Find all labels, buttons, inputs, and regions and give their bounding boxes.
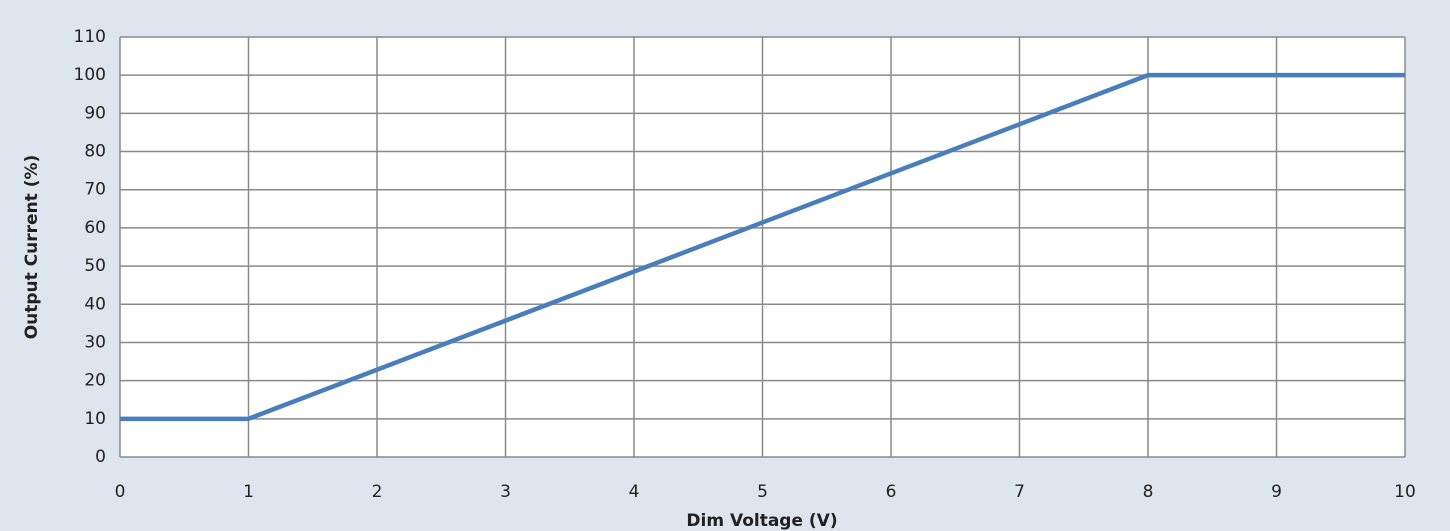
- y-tick-label: 50: [84, 256, 106, 276]
- x-tick-label: 10: [1394, 482, 1416, 502]
- y-tick-label: 40: [84, 294, 106, 314]
- y-tick-label: 70: [84, 180, 106, 200]
- x-tick-label: 5: [757, 482, 768, 502]
- y-axis-title: Output Current (%): [22, 155, 42, 340]
- x-tick-label: 0: [115, 482, 126, 502]
- y-tick-label: 30: [84, 332, 106, 352]
- y-tick-label: 0: [95, 447, 106, 467]
- x-tick-label: 2: [372, 482, 383, 502]
- x-tick-label: 9: [1271, 482, 1282, 502]
- y-tick-label: 80: [84, 142, 106, 162]
- y-tick-label: 100: [74, 65, 106, 85]
- x-tick-label: 6: [886, 482, 897, 502]
- x-tick-label: 7: [1014, 482, 1025, 502]
- data-line: [120, 72, 1405, 422]
- x-tick-label: 3: [500, 482, 511, 502]
- y-tick-label: 20: [84, 371, 106, 391]
- x-axis-title: Dim Voltage (V): [686, 511, 837, 531]
- x-tick-label: 8: [1143, 482, 1154, 502]
- x-tick-label: 4: [629, 482, 640, 502]
- y-tick-label: 110: [74, 27, 106, 47]
- y-tick-label: 90: [84, 103, 106, 123]
- x-tick-label: 1: [243, 482, 254, 502]
- y-tick-label: 60: [84, 218, 106, 238]
- y-tick-label: 10: [84, 409, 106, 429]
